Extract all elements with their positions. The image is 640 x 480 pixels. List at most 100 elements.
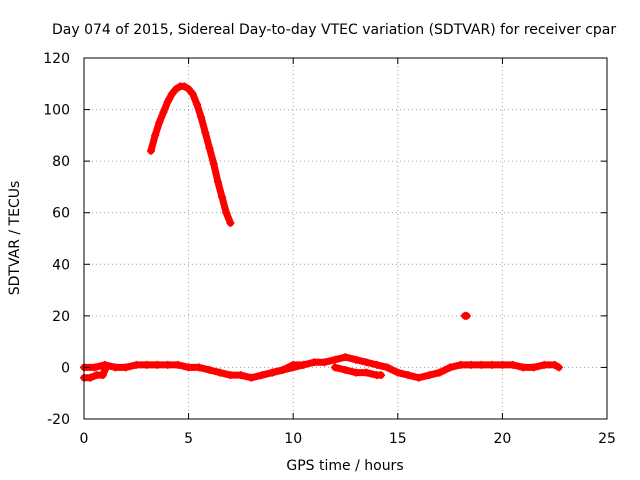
data-point [351, 368, 360, 377]
data-point [404, 371, 413, 380]
data-point [310, 358, 319, 367]
data-point [477, 360, 486, 369]
x-tick-label: 20 [493, 431, 511, 447]
data-point [299, 360, 308, 369]
grid-lines [84, 58, 607, 419]
data-point [163, 360, 172, 369]
data-point [132, 360, 141, 369]
data-point [167, 90, 176, 99]
data-point [414, 373, 423, 382]
data-point [100, 366, 109, 375]
y-tick-label: 20 [52, 309, 70, 325]
data-point [146, 146, 155, 155]
data-point [201, 128, 210, 137]
data-point [498, 360, 507, 369]
data-point [236, 371, 245, 380]
data-point [508, 360, 517, 369]
data-point [435, 368, 444, 377]
x-tick-label: 10 [284, 431, 302, 447]
x-tick-label: 25 [598, 431, 616, 447]
series-baseline [80, 353, 563, 382]
data-point [446, 363, 455, 372]
y-tick-label: 100 [43, 103, 70, 119]
data-point [529, 363, 538, 372]
data-point [195, 363, 204, 372]
data-point [155, 118, 164, 127]
y-tick-label: 60 [52, 206, 70, 222]
x-tick-label: 5 [184, 431, 193, 447]
data-point [188, 90, 197, 99]
data-point [289, 363, 298, 372]
data-point [341, 366, 350, 375]
y-tick-label: 80 [52, 154, 70, 170]
data-point [197, 113, 206, 122]
y-tick-label: 40 [52, 257, 70, 273]
data-point [111, 363, 120, 372]
data-point [341, 353, 350, 362]
y-axis-title: SDTVAR / TECUs [7, 181, 23, 296]
data-point [98, 371, 107, 380]
data-point [320, 358, 329, 367]
data-point [467, 360, 476, 369]
x-axis-title: GPS time / hours [286, 458, 403, 474]
data-point [209, 159, 218, 168]
data-point [163, 97, 172, 106]
data-point [257, 371, 266, 380]
data-point [142, 360, 151, 369]
data-point [90, 363, 99, 372]
data-point [362, 368, 371, 377]
data-point [456, 360, 465, 369]
plot-frame [83, 57, 608, 420]
data-point [172, 84, 181, 93]
data-point [462, 311, 471, 320]
data-point [540, 360, 549, 369]
data-point [213, 177, 222, 186]
x-tick-label: 0 [80, 431, 89, 447]
data-point [121, 363, 130, 372]
data-point [184, 84, 193, 93]
data-point [153, 360, 162, 369]
y-tick-label: 0 [61, 360, 70, 376]
data-point [268, 368, 277, 377]
chart-title: Day 074 of 2015, Sidereal Day-to-day VTE… [52, 22, 616, 38]
data-point [159, 108, 168, 117]
data-point [362, 358, 371, 367]
data-point [372, 360, 381, 369]
x-tick-label: 15 [389, 431, 407, 447]
data-point [192, 100, 201, 109]
axis-ticks [83, 57, 608, 420]
data-point [205, 366, 214, 375]
data-point [393, 368, 402, 377]
data-point [331, 355, 340, 364]
data-point [226, 371, 235, 380]
data-point [519, 363, 528, 372]
y-tick-label: -20 [47, 412, 70, 428]
data-point [215, 368, 224, 377]
data-point [205, 144, 214, 153]
y-tick-labels: -20 0 20 40 60 80 100 120 [43, 51, 70, 428]
series-line [268, 361, 308, 377]
data-point [425, 371, 434, 380]
series-outlier [460, 311, 471, 320]
data-point [222, 208, 231, 217]
data-point [218, 193, 227, 202]
data-point [383, 363, 392, 372]
data-point [351, 355, 360, 364]
data-point [278, 366, 287, 375]
data-point [180, 82, 189, 91]
data-point [550, 360, 559, 369]
data-point [377, 371, 386, 380]
data-point [554, 363, 563, 372]
x-tick-labels: 0 5 10 15 20 25 [80, 431, 616, 447]
data-point [331, 363, 340, 372]
data-point [487, 360, 496, 369]
data-points [80, 82, 563, 382]
data-point [184, 363, 193, 372]
series-arc-high [146, 82, 235, 228]
data-point [86, 373, 95, 382]
y-tick-label: 120 [43, 51, 70, 67]
data-point [247, 373, 256, 382]
data-point [174, 360, 183, 369]
